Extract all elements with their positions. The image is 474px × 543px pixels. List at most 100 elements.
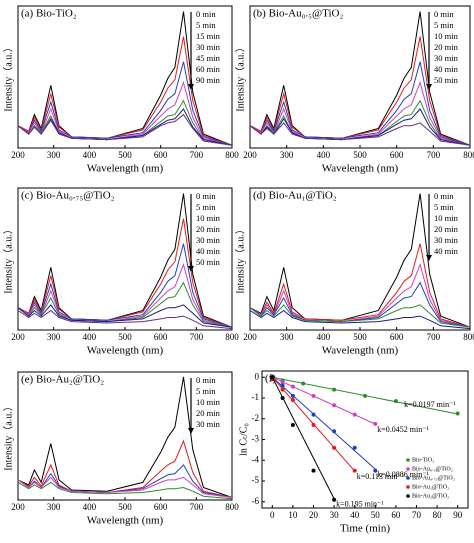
data-point [311, 422, 316, 427]
x-tick-label: 300 [280, 332, 294, 342]
legend-label: 50 min [196, 257, 221, 267]
legend-label: Bio-TiO₂ [412, 457, 434, 463]
spectrum-line [249, 281, 471, 328]
x-axis-label: Wavelength (nm) [322, 345, 399, 357]
x-tick-label: 400 [317, 150, 331, 160]
legend-label: 10 min [196, 397, 221, 407]
k-label: k=0.0886 min⁻¹ [377, 470, 429, 479]
legend-label: Bio-Au₂@TiO₂ [412, 493, 449, 499]
arrow-head [188, 84, 194, 90]
spectrum-line [249, 36, 471, 146]
x-tick-label: 800 [225, 150, 239, 160]
spectrum-line [249, 263, 471, 328]
legend-marker [406, 458, 410, 462]
data-point [332, 497, 337, 502]
fit-line [272, 376, 376, 425]
legend-label: 10 min [434, 31, 459, 41]
legend-label: 30 min [196, 235, 221, 245]
data-point [363, 393, 367, 398]
legend-label: Bio-Au₁@TiO₂ [412, 484, 449, 490]
y-tick-label: -6 [252, 496, 260, 506]
y-axis-label: Intensity（a.u.） [2, 401, 14, 470]
x-tick-label: 500 [353, 150, 367, 160]
spectrum-line [249, 309, 471, 330]
x-tick-label: 30 [330, 510, 340, 520]
spectrum-line [17, 281, 233, 328]
y-axis-label: Intensity（a.u.） [234, 224, 246, 293]
legend-label: 30 min [434, 235, 459, 245]
spectrum-line [17, 262, 233, 328]
data-point [311, 412, 316, 417]
y-tick-label: -2 [252, 413, 260, 423]
data-point [352, 412, 357, 417]
spectrum-line [249, 193, 471, 328]
x-tick-label: 400 [83, 150, 97, 160]
legend-marker [406, 494, 410, 498]
legend-label: 5 min [196, 386, 216, 396]
legend-label: Bio-Au₀.₇₅@TiO₂ [412, 475, 455, 481]
spectrum-line [17, 376, 233, 498]
x-tick-label: 400 [83, 332, 97, 342]
legend-label: 10 min [196, 213, 221, 223]
legend-marker [406, 485, 410, 489]
y-axis-label: Intensity（a.u.） [234, 42, 246, 111]
spectrum-line [17, 476, 233, 498]
data-point [455, 411, 460, 416]
data-point [280, 380, 285, 385]
x-tick-label: 70 [412, 510, 422, 520]
x-tick-label: 0 [270, 510, 275, 520]
spectrum-line [249, 108, 471, 146]
y-axis-label: Intensity（a.u.） [2, 224, 14, 293]
x-tick-label: 700 [190, 502, 204, 512]
x-tick-label: 200 [11, 502, 25, 512]
x-tick-label: 800 [225, 502, 239, 512]
data-point [280, 395, 285, 400]
y-axis-label: Intensity（a.u.） [2, 42, 14, 111]
legend-label: 40 min [434, 246, 459, 256]
data-point [332, 445, 337, 450]
panel-title: (e) Bio-Au₂@TiO₂ [21, 374, 104, 386]
spectrum-line [17, 439, 233, 498]
legend-label: 0 min [196, 375, 216, 385]
x-tick-label: 200 [243, 150, 257, 160]
arrow-head [188, 266, 194, 272]
spectrum-line [17, 218, 233, 328]
data-point [352, 445, 357, 450]
y-tick-label: -5 [252, 475, 260, 485]
legend-label: 5 min [434, 20, 454, 30]
x-axis-label: Wavelength (nm) [87, 515, 164, 527]
data-point [290, 422, 295, 427]
data-point [301, 381, 306, 386]
x-tick-label: 60 [391, 510, 401, 520]
spectrum-line [249, 304, 471, 328]
legend-marker [406, 476, 410, 480]
spectrum-line [17, 193, 233, 328]
legend-label: 30 min [196, 419, 221, 429]
legend-label: 0 min [196, 9, 216, 19]
legend-label: 90 min [196, 75, 221, 85]
data-point [352, 468, 357, 473]
legend-label: 5 min [196, 202, 216, 212]
x-tick-label: 80 [433, 510, 443, 520]
legend-marker [406, 467, 410, 471]
x-tick-label: 200 [11, 150, 25, 160]
data-point [373, 421, 378, 426]
x-tick-label: 400 [83, 502, 97, 512]
spectrum-line [17, 304, 233, 328]
legend-label: Bio-Au₀.₅@TiO₂ [412, 466, 453, 472]
legend-label: 5 min [196, 20, 216, 30]
spectrum-line [17, 481, 233, 500]
data-point [280, 383, 285, 388]
spectrum-line [249, 122, 471, 146]
legend-label: 5 min [434, 202, 454, 212]
legend-label: 30 min [196, 42, 221, 52]
fit-line [271, 377, 335, 499]
x-tick-label: 500 [118, 150, 132, 160]
legend-label: 60 min [196, 64, 221, 74]
legend-label: 50 min [434, 75, 459, 85]
data-point [373, 468, 378, 473]
legend-label: 10 min [434, 213, 459, 223]
spectrum-line [17, 61, 233, 146]
x-tick-label: 600 [390, 150, 404, 160]
